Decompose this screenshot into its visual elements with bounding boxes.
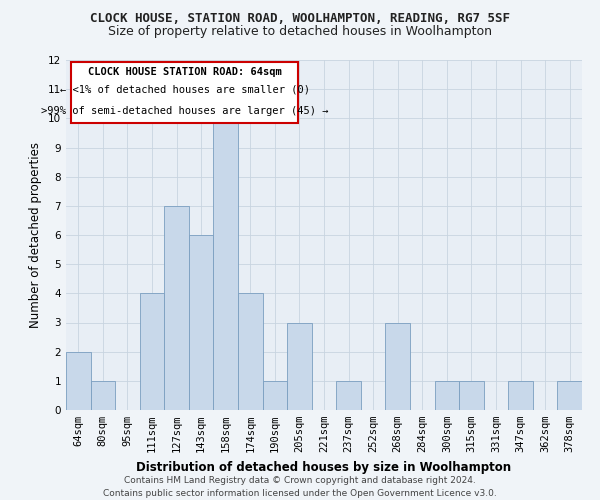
Bar: [557, 381, 582, 410]
Bar: [287, 322, 312, 410]
Bar: [140, 294, 164, 410]
FancyBboxPatch shape: [71, 62, 298, 123]
Text: Size of property relative to detached houses in Woolhampton: Size of property relative to detached ho…: [108, 25, 492, 38]
Text: Contains HM Land Registry data © Crown copyright and database right 2024.
Contai: Contains HM Land Registry data © Crown c…: [103, 476, 497, 498]
Bar: [91, 381, 115, 410]
Text: CLOCK HOUSE, STATION ROAD, WOOLHAMPTON, READING, RG7 5SF: CLOCK HOUSE, STATION ROAD, WOOLHAMPTON, …: [90, 12, 510, 26]
Text: CLOCK HOUSE STATION ROAD: 64sqm: CLOCK HOUSE STATION ROAD: 64sqm: [88, 67, 281, 77]
Text: >99% of semi-detached houses are larger (45) →: >99% of semi-detached houses are larger …: [41, 106, 328, 116]
Bar: [434, 381, 459, 410]
Bar: [164, 206, 189, 410]
Bar: [508, 381, 533, 410]
Bar: [385, 322, 410, 410]
Bar: [238, 294, 263, 410]
Text: ← <1% of detached houses are smaller (0): ← <1% of detached houses are smaller (0): [59, 84, 310, 94]
Bar: [66, 352, 91, 410]
X-axis label: Distribution of detached houses by size in Woolhampton: Distribution of detached houses by size …: [136, 460, 512, 473]
Bar: [336, 381, 361, 410]
Bar: [263, 381, 287, 410]
Bar: [459, 381, 484, 410]
Bar: [214, 118, 238, 410]
Bar: [189, 235, 214, 410]
Y-axis label: Number of detached properties: Number of detached properties: [29, 142, 43, 328]
